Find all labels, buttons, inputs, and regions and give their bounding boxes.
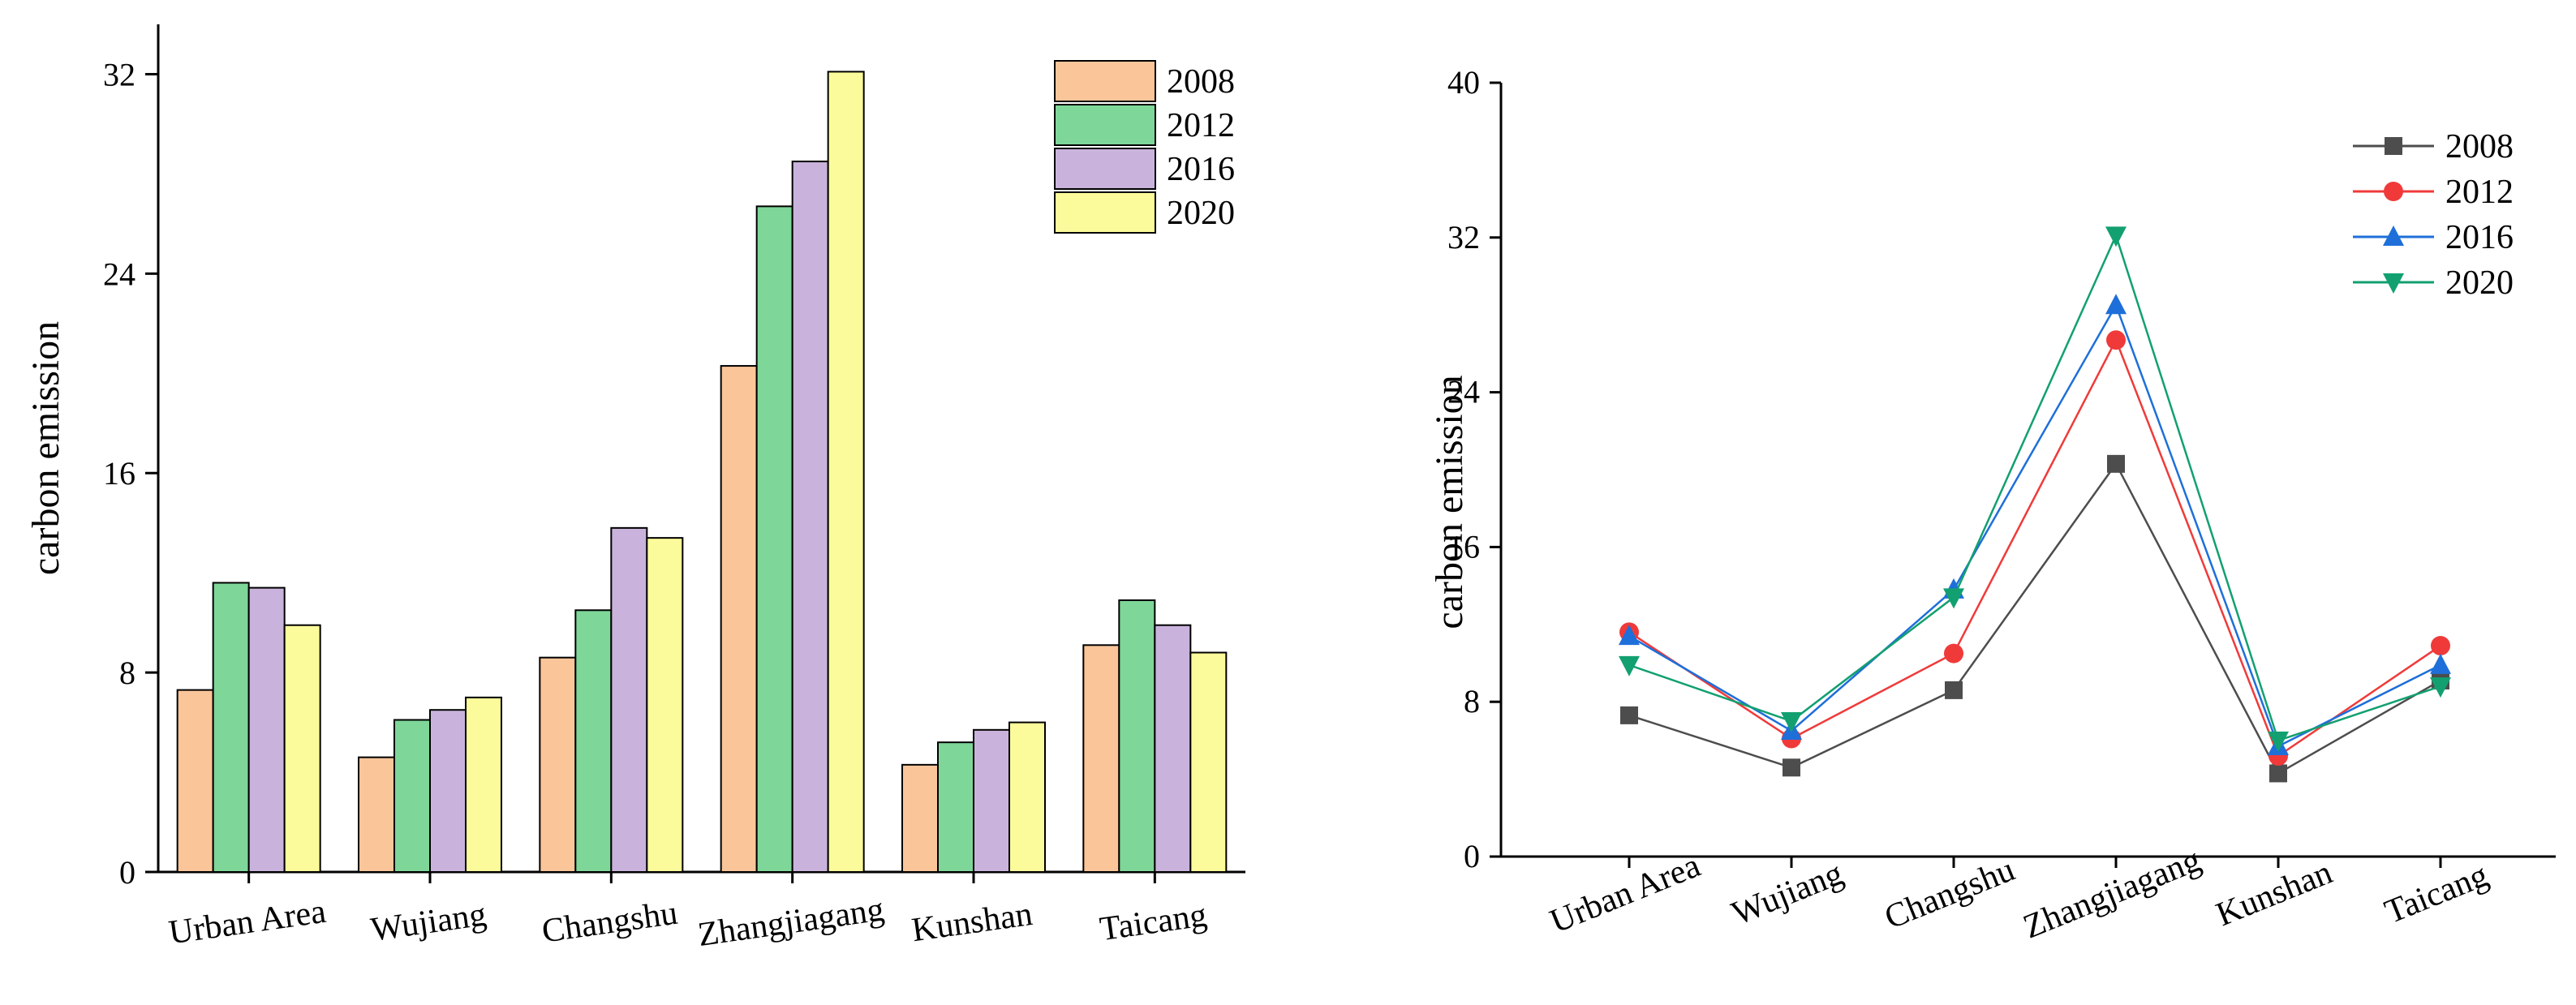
x-tick-label: Changshu xyxy=(540,895,680,951)
legend-marker-2008 xyxy=(2385,137,2402,155)
series-line-2016 xyxy=(1628,303,2441,748)
legend-swatch-2020 xyxy=(1054,191,1156,234)
bar-wujiang-2020 xyxy=(465,696,502,874)
point-2020-zhangjiagang xyxy=(2105,226,2127,247)
bar-zhangjiagang-2008 xyxy=(720,365,758,873)
point-2008-changshu xyxy=(1945,681,1963,699)
legend-label-2012: 2012 xyxy=(1167,107,1235,144)
bar-urban-area-2008 xyxy=(176,689,214,873)
series-2020 xyxy=(1619,226,2451,752)
bar-kunshan-2020 xyxy=(1008,721,1046,874)
bar-changshu-2020 xyxy=(646,537,684,873)
x-tick-label: Kunshan xyxy=(910,895,1034,949)
point-2008-zhangjiagang xyxy=(2107,454,2125,473)
x-tick-label: Changshu xyxy=(1880,851,2020,937)
x-tick-label: Wujiang xyxy=(368,895,488,948)
point-2008-kunshan xyxy=(2269,764,2287,783)
legend-marker-2020 xyxy=(2383,273,2404,294)
y-tick-label: 0 xyxy=(119,854,135,891)
point-2016-urban-area xyxy=(1619,625,1640,646)
x-tick-label: Wujiang xyxy=(1727,855,1848,933)
y-tick-label: 40 xyxy=(1447,64,1480,101)
bar-urban-area-2020 xyxy=(283,624,321,873)
y-tick-label: 24 xyxy=(1447,374,1480,410)
point-2012-taicang xyxy=(2431,636,2450,656)
legend-label-2008: 2008 xyxy=(1167,63,1235,101)
bar-chart: 0 8 16 24 32 carbon emission Urban Area Wujiang… xyxy=(24,24,1245,954)
legend-label-2016: 2016 xyxy=(1167,151,1235,188)
bar-changshu-2016 xyxy=(610,526,648,874)
legend-swatch-2008 xyxy=(1054,60,1156,102)
legend-label-2020: 2020 xyxy=(1167,195,1235,232)
legend-label-2012: 2012 xyxy=(2445,174,2514,211)
bar-chart-panel: 0 8 16 24 32 carbon emission Urban Area Wujiang… xyxy=(0,0,1266,1001)
bar-urban-area-2016 xyxy=(247,586,286,874)
line-chart: 0 8 16 24 32 40 carbon emission Urban Area Wujia… xyxy=(1428,64,2556,947)
point-2008-urban-area xyxy=(1620,706,1638,724)
legend-label-2020: 2020 xyxy=(2445,264,2514,302)
point-2020-kunshan xyxy=(2268,731,2289,752)
bar-zhangjiagang-2012 xyxy=(755,205,793,873)
bar-changshu-2008 xyxy=(539,656,577,873)
point-2012-changshu xyxy=(1944,643,1963,664)
y-tick-label: 32 xyxy=(1447,219,1480,256)
line-chart-panel: 0 8 16 24 32 40 carbon emission Urban Area Wujia… xyxy=(1282,0,2576,1001)
y-tick-label: 16 xyxy=(1447,528,1480,565)
bar-zhangjiagang-2016 xyxy=(791,161,829,873)
series-line-2020 xyxy=(1628,232,2441,742)
bar-taicang-2016 xyxy=(1154,624,1192,873)
legend-swatch-2012 xyxy=(1054,104,1156,146)
point-2016-zhangjiagang xyxy=(2105,294,2127,315)
x-tick-label: Kunshan xyxy=(2211,854,2337,934)
x-tick-label: Urban Area xyxy=(166,893,329,952)
point-2020-wujiang xyxy=(1781,712,1802,733)
bar-taicang-2008 xyxy=(1082,644,1120,873)
point-2020-taicang xyxy=(2430,677,2451,698)
y-tick-label: 8 xyxy=(1464,683,1480,719)
y-tick-label: 24 xyxy=(103,256,135,292)
x-tick-label: Taicang xyxy=(2380,857,2493,931)
bar-wujiang-2008 xyxy=(358,756,395,874)
y-tick-label: 16 xyxy=(103,455,135,492)
y-tick-label: 0 xyxy=(1464,838,1480,874)
point-2016-taicang xyxy=(2430,653,2451,674)
x-tick-label: Zhangjiagang xyxy=(695,891,886,954)
series-2012 xyxy=(1619,330,2450,766)
y-tick-label: 32 xyxy=(103,56,135,92)
legend-swatch-2016 xyxy=(1054,148,1156,190)
x-tick-label: Urban Area xyxy=(1545,847,1705,941)
point-2012-zhangjiagang xyxy=(2106,330,2126,350)
bar-wujiang-2016 xyxy=(429,709,467,873)
bar-urban-area-2012 xyxy=(212,582,250,873)
series-line-2012 xyxy=(1628,337,2441,758)
y-tick-label: 8 xyxy=(119,655,135,691)
bar-kunshan-2016 xyxy=(973,728,1010,874)
y-axis-label: carbon emission xyxy=(1428,375,1471,629)
legend-label-2008: 2008 xyxy=(2445,128,2514,165)
legend-marker-2012 xyxy=(2384,182,2403,201)
bar-wujiang-2012 xyxy=(393,719,431,873)
legend-marker-2016 xyxy=(2383,225,2404,246)
point-2020-changshu xyxy=(1943,588,1964,609)
bar-kunshan-2012 xyxy=(937,741,974,873)
bar-zhangjiagang-2020 xyxy=(827,71,865,874)
bar-changshu-2012 xyxy=(574,609,613,873)
y-axis-label: carbon emission xyxy=(24,321,67,575)
point-2008-wujiang xyxy=(1783,758,1800,777)
series-2008 xyxy=(1620,454,2449,783)
bar-taicang-2012 xyxy=(1118,599,1156,873)
point-2020-urban-area xyxy=(1619,655,1640,676)
bar-kunshan-2008 xyxy=(901,763,939,874)
series-line-2008 xyxy=(1628,462,2441,775)
series-2016 xyxy=(1619,294,2451,756)
bar-taicang-2020 xyxy=(1189,651,1228,873)
x-tick-label: Taicang xyxy=(1098,896,1209,948)
legend-label-2016: 2016 xyxy=(2445,219,2514,256)
